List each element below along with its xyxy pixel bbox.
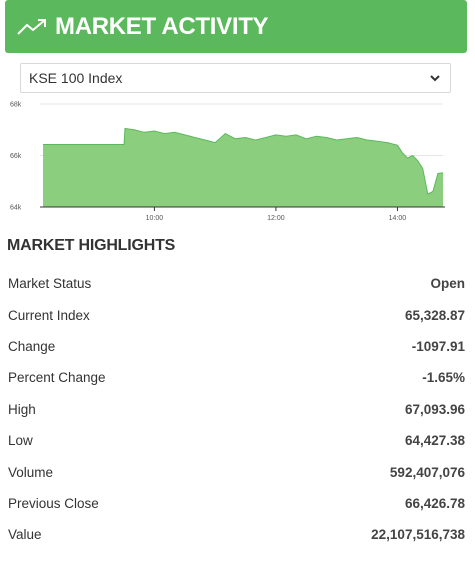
market-activity-header: MARKET ACTIVITY xyxy=(5,0,467,53)
highlight-label: High xyxy=(8,401,36,417)
highlights-title: MARKET HIGHLIGHTS xyxy=(7,237,176,254)
trending-up-icon xyxy=(17,18,46,35)
series-line xyxy=(43,127,444,195)
highlight-value: -1.65% xyxy=(422,370,465,386)
index-select[interactable]: KSE 100 Index xyxy=(20,63,451,93)
highlight-row: Change -1097.91 xyxy=(0,331,475,362)
highlight-label: Value xyxy=(8,527,42,543)
highlight-value: 64,427.38 xyxy=(404,433,465,449)
highlight-value: 22,107,516,738 xyxy=(371,527,465,543)
highlight-label: Current Index xyxy=(8,307,90,323)
highlight-label: Percent Change xyxy=(8,370,106,386)
y-tick-label: 68k xyxy=(10,102,22,109)
highlight-label: Change xyxy=(8,338,56,354)
x-tick-label: 14:00 xyxy=(389,215,407,222)
index-chart: 64k 66k 68k 10:00 12:00 14:00 xyxy=(10,102,445,222)
page-title: MARKET ACTIVITY xyxy=(55,12,269,40)
highlight-value: -1097.91 xyxy=(411,338,465,354)
x-tick-label: 12:00 xyxy=(267,215,285,222)
highlight-value: 65,328.87 xyxy=(404,307,465,323)
highlight-value: 66,426.78 xyxy=(404,495,465,511)
highlight-row: Previous Close 66,426.78 xyxy=(0,488,475,519)
highlight-label: Volume xyxy=(8,464,54,480)
highlight-row: Market Status Open xyxy=(0,268,475,299)
y-tick-label: 66k xyxy=(10,153,22,160)
highlight-row: Percent Change -1.65% xyxy=(0,362,475,393)
area-fill xyxy=(43,128,443,207)
y-tick-label: 64k xyxy=(10,205,22,212)
highlight-row: Current Index 65,328.87 xyxy=(0,299,475,330)
highlight-row: Value 22,107,516,738 xyxy=(0,519,475,550)
highlight-label: Market Status xyxy=(8,276,92,292)
highlight-label: Previous Close xyxy=(8,495,99,511)
highlights-table: Market Status Open Current Index 65,328.87 C… xyxy=(0,268,475,551)
index-select-value: KSE 100 Index xyxy=(29,70,123,86)
highlight-value: Open xyxy=(430,276,465,292)
highlight-value: 67,093.96 xyxy=(404,401,465,417)
highlight-row: Volume 592,407,076 xyxy=(0,456,475,487)
highlight-row: Low 64,427.38 xyxy=(0,425,475,456)
chevron-down-icon xyxy=(430,75,440,82)
x-tick-label: 10:00 xyxy=(146,215,164,222)
highlight-label: Low xyxy=(8,433,33,449)
highlight-value: 592,407,076 xyxy=(389,464,465,480)
highlight-row: High 67,093.96 xyxy=(0,394,475,425)
